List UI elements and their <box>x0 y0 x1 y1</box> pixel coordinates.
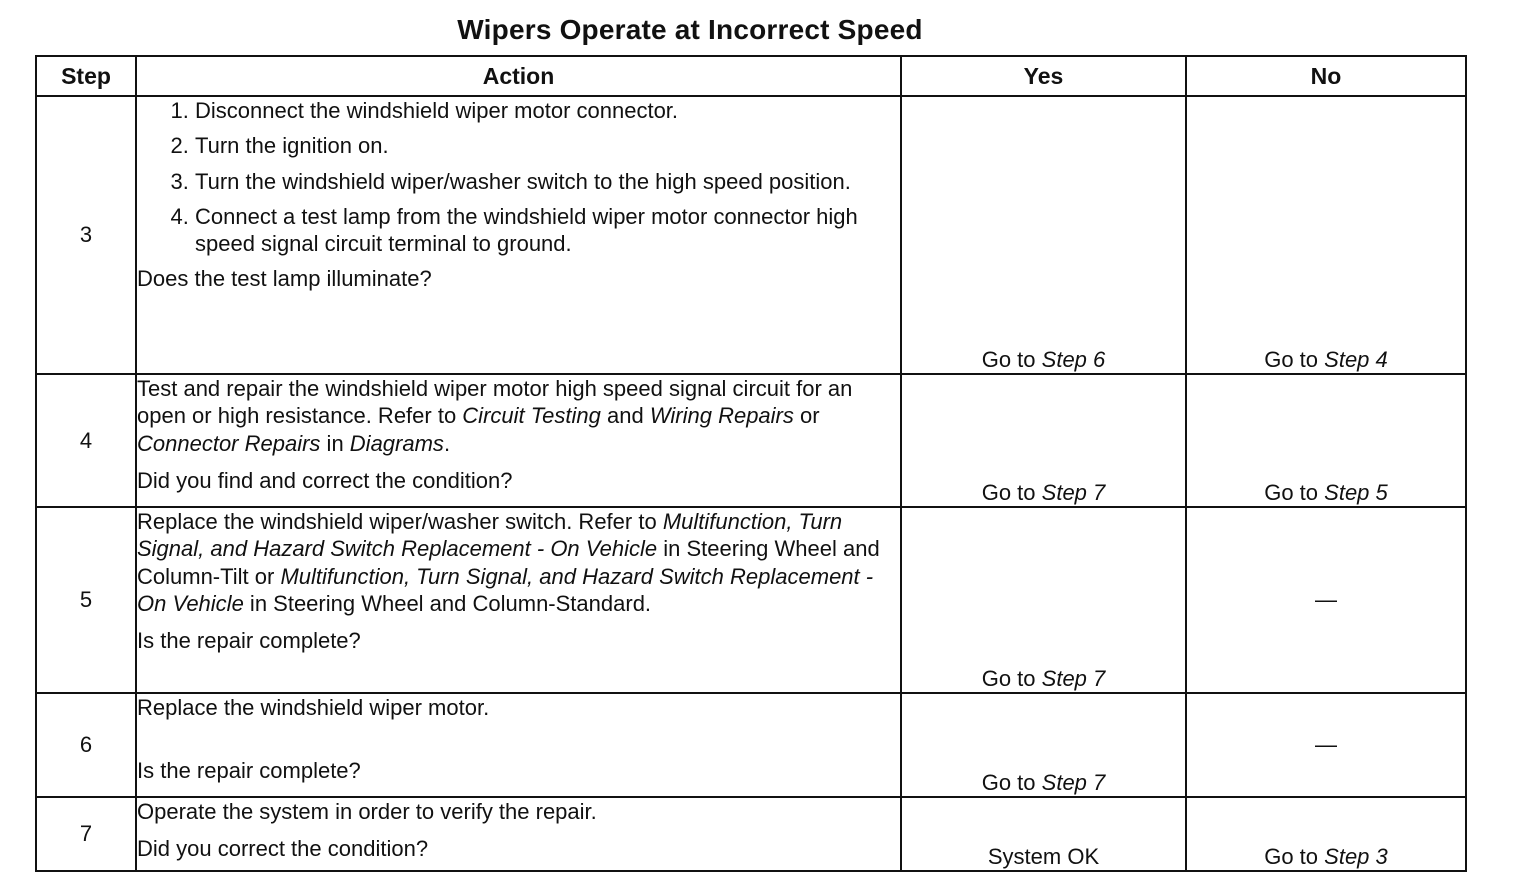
go-to-label: Go to <box>1264 844 1319 869</box>
reference-link: Multifunction, Turn Signal, and Hazard S… <box>137 509 843 562</box>
action-text-part: in Steering Wheel and Column-Tilt or <box>137 536 880 589</box>
go-to-label: Go to <box>981 770 1036 795</box>
table-row: 5 Replace the windshield wiper/washer sw… <box>35 506 1467 694</box>
step-number: 7 <box>35 796 137 872</box>
yes-step-ref: Step 7 <box>1041 770 1106 795</box>
no-step-ref: Step 4 <box>1324 347 1388 372</box>
reference-link: Connector Repairs <box>137 430 321 456</box>
substep: Disconnect the windshield wiper motor co… <box>195 97 900 124</box>
no-step-ref: Step 5 <box>1324 480 1388 505</box>
reference-link: Circuit Testing <box>462 403 601 429</box>
question: Does the test lamp illuminate? <box>137 266 432 292</box>
yes-step-ref: Step 7 <box>1041 666 1106 691</box>
header-row: Step Action Yes No <box>35 55 1467 97</box>
yes-cell: Go to Step 7 <box>900 373 1187 508</box>
no-cell: Go to Step 3 <box>1185 796 1467 872</box>
step-number: 3 <box>35 95 137 375</box>
action-cell: Operate the system in order to verify th… <box>135 796 902 872</box>
question: Is the repair complete? <box>137 758 361 784</box>
yes-cell: System OK <box>900 796 1187 872</box>
reference-link: Wiring Repairs <box>649 403 794 429</box>
yes-result: System OK <box>987 844 1100 869</box>
page-title: Wipers Operate at Incorrect Speed <box>457 14 923 45</box>
action-text-part: in Steering Wheel and Column-Standard. <box>243 590 652 616</box>
dash-text: — <box>1315 587 1337 612</box>
question: Is the repair complete? <box>137 628 361 654</box>
yes-cell: Go to Step 7 <box>900 692 1187 798</box>
substep: Turn the windshield wiper/washer switch … <box>195 168 900 195</box>
no-cell: — <box>1185 506 1467 694</box>
yes-cell: Go to Step 7 <box>900 506 1187 694</box>
go-to-label: Go to <box>1264 347 1319 372</box>
yes-step-ref: Step 7 <box>1041 480 1106 505</box>
step-number: 6 <box>35 692 137 798</box>
step-number: 5 <box>35 506 137 694</box>
go-to-label: Go to <box>981 480 1036 505</box>
action-text-part: . <box>443 430 451 456</box>
action-text-part: in <box>320 430 350 456</box>
action-cell: Test and repair the windshield wiper mot… <box>135 373 902 508</box>
yes-step-ref: Step 6 <box>1041 347 1106 372</box>
yes-cell: Go to Step 6 <box>900 95 1187 375</box>
diagnostic-table: Step Action Yes No 3 Disconnect the wind… <box>35 55 1467 872</box>
dash-text: — <box>1315 732 1337 757</box>
reference-link: Diagrams <box>349 430 444 456</box>
table-row: 3 Disconnect the windshield wiper motor … <box>35 95 1467 375</box>
action-text-part: and <box>600 403 650 429</box>
substep: Connect a test lamp from the windshield … <box>195 203 900 258</box>
no-cell: — <box>1185 692 1467 798</box>
action-text: Replace the windshield wiper motor. <box>137 695 490 720</box>
action-text: Operate the system in order to verify th… <box>137 799 597 824</box>
header-step: Step <box>35 55 137 97</box>
substep: Turn the ignition on. <box>195 132 900 159</box>
step-number: 4 <box>35 373 137 508</box>
header-yes: Yes <box>900 55 1187 97</box>
question: Did you correct the condition? <box>137 836 429 862</box>
no-step-ref: Step 3 <box>1324 844 1388 869</box>
action-text-part: Test and repair the windshield wiper mot… <box>137 376 853 429</box>
question: Did you find and correct the condition? <box>137 467 513 493</box>
go-to-label: Go to <box>981 666 1036 691</box>
action-cell: Replace the windshield wiper/washer swit… <box>135 506 902 694</box>
substep-list: Disconnect the windshield wiper motor co… <box>137 97 900 257</box>
table-row: 6 Replace the windshield wiper motor. Is… <box>35 692 1467 798</box>
header-no: No <box>1185 55 1467 97</box>
action-text: Test and repair the windshield wiper mot… <box>137 376 852 456</box>
go-to-label: Go to <box>981 347 1036 372</box>
action-cell: Replace the windshield wiper motor. Is t… <box>135 692 902 798</box>
table-row: 4 Test and repair the windshield wiper m… <box>35 373 1467 508</box>
no-cell: Go to Step 4 <box>1185 95 1467 375</box>
no-cell: Go to Step 5 <box>1185 373 1467 508</box>
table-row: 7 Operate the system in order to verify … <box>35 796 1467 872</box>
reference-link: Multifunction, Turn Signal, and Hazard S… <box>137 563 874 616</box>
action-text: Replace the windshield wiper/washer swit… <box>137 509 880 616</box>
go-to-label: Go to <box>1264 480 1319 505</box>
header-action: Action <box>135 55 902 97</box>
action-text-part: Replace the windshield wiper/washer swit… <box>137 509 663 534</box>
action-cell: Disconnect the windshield wiper motor co… <box>135 95 902 375</box>
action-text-part: or <box>793 403 820 429</box>
